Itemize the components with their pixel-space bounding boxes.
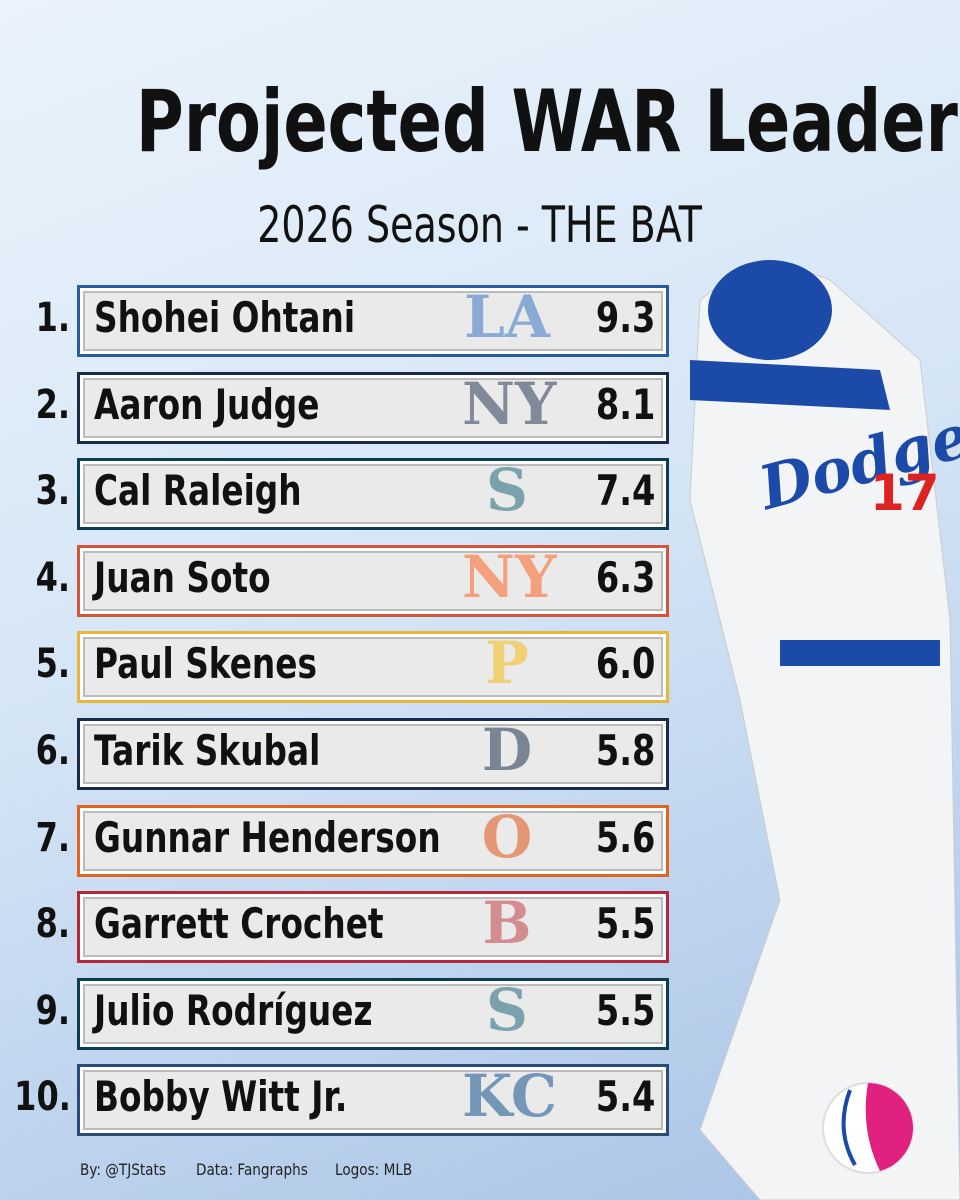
- team-logo: NY: [462, 542, 557, 611]
- rank: 8.: [35, 901, 70, 948]
- logo-source: Logos: MLB: [335, 1160, 413, 1179]
- team-logo: S: [486, 975, 528, 1044]
- row-box: [77, 544, 669, 617]
- row-box: [77, 371, 669, 444]
- title: Projected WAR Leaders: [135, 72, 960, 172]
- rank: 4.: [35, 554, 70, 601]
- war-value: 5.5: [595, 985, 655, 1035]
- row-box: [77, 804, 669, 877]
- rank: 3.: [35, 468, 70, 515]
- row-box: [77, 1064, 669, 1137]
- war-value: 5.4: [595, 1072, 655, 1122]
- war-value: 6.0: [595, 639, 655, 689]
- war-value: 5.5: [595, 899, 655, 949]
- player-name: Gunnar Henderson: [94, 812, 441, 862]
- team-logo: B: [482, 889, 532, 958]
- data-source: Data: Fangraphs: [196, 1160, 308, 1179]
- player-name: Tarik Skubal: [94, 726, 321, 775]
- player-name: Julio Rodríguez: [94, 985, 373, 1035]
- rank: 1.: [35, 295, 70, 341]
- team-logo: KC: [462, 1062, 558, 1131]
- player-name: Juan Soto: [94, 552, 271, 602]
- war-value: 8.1: [595, 379, 655, 429]
- rank: 2.: [35, 381, 70, 428]
- team-logo: O: [481, 802, 533, 871]
- war-value: 5.8: [595, 726, 655, 775]
- player-name: Aaron Judge: [94, 379, 320, 429]
- team-logo: LA: [464, 283, 550, 351]
- row-box: [77, 285, 669, 357]
- team-logo: P: [485, 629, 529, 698]
- rank: 10.: [14, 1074, 71, 1121]
- war-value: 6.3: [595, 552, 655, 602]
- row-box: [77, 718, 669, 790]
- rank: 7.: [35, 814, 70, 861]
- rank: 6.: [35, 728, 70, 774]
- player-name: Garrett Crochet: [94, 899, 384, 949]
- row-box: [77, 977, 669, 1050]
- rank: 5.: [35, 641, 70, 688]
- war-value: 7.4: [595, 466, 655, 516]
- player-name: Cal Raleigh: [94, 466, 302, 516]
- credit: By: @TJStats: [80, 1160, 166, 1179]
- team-logo: D: [481, 716, 533, 784]
- team-logo: S: [486, 456, 528, 525]
- team-logo: NY: [462, 369, 557, 438]
- player-name: Shohei Ohtani: [94, 293, 356, 342]
- war-value: 5.6: [595, 812, 655, 862]
- player-name: Paul Skenes: [94, 639, 317, 689]
- subtitle: 2026 Season - THE BAT: [257, 196, 703, 254]
- war-value: 9.3: [595, 293, 655, 342]
- player-name: Bobby Witt Jr.: [94, 1072, 348, 1122]
- row-box: [77, 458, 669, 531]
- row-box: [77, 631, 669, 704]
- svg-text:17: 17: [870, 464, 940, 522]
- rank: 9.: [35, 987, 70, 1034]
- row-box: [77, 891, 669, 964]
